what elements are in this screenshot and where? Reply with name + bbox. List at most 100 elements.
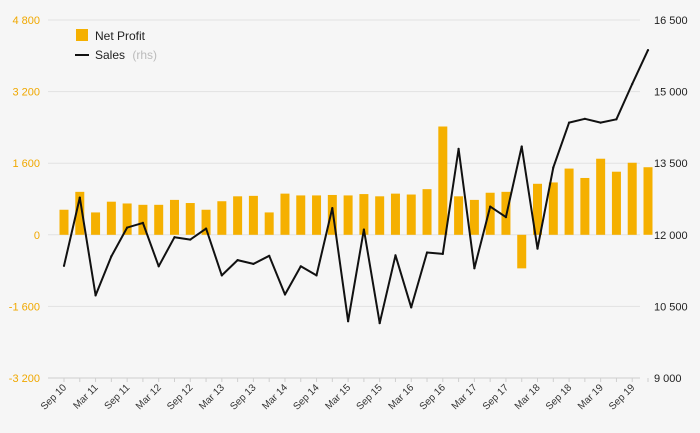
net-profit-bar [169, 199, 179, 235]
sales-point [173, 236, 176, 239]
net-profit-bar [343, 195, 353, 235]
legend-sales-text: Sales (rhs) [95, 48, 157, 62]
net-profit-bar [201, 209, 211, 235]
sales-point [631, 82, 634, 86]
sales-point [489, 205, 492, 208]
left-axis-tick-label: -1 600 [9, 301, 40, 313]
sales-point [552, 166, 555, 169]
right-axis: 16 500 15 000 13 500 12 000 10 500 9 000 [654, 15, 688, 385]
legend: Net Profit Sales (rhs) [75, 29, 157, 62]
net-profit-bar [264, 212, 274, 235]
sales-point [110, 255, 113, 258]
sales-point [410, 306, 413, 309]
x-axis-tick-label: Sep 14 [291, 382, 321, 412]
net-profit-bar [59, 209, 69, 235]
sales-point [126, 226, 129, 229]
x-axis-tick-label: Sep 13 [228, 382, 258, 412]
net-profit-bar [138, 204, 148, 235]
net-profit-bar [296, 195, 306, 235]
net-profit-bar [611, 171, 621, 235]
sales-line-layer [62, 48, 650, 325]
sales-point [78, 196, 81, 199]
x-axis-tick-label: Sep 16 [418, 382, 448, 412]
sales-point [220, 274, 223, 277]
legend-net-profit-swatch [76, 29, 88, 41]
net-profit-bar [75, 191, 85, 235]
net-profit-bar [469, 199, 479, 235]
net-profit-bar [91, 212, 101, 235]
sales-point [62, 264, 66, 267]
right-axis-tick-label: 16 500 [654, 15, 688, 27]
net-profit-bar [454, 196, 464, 235]
right-axis-tick-label: 15 000 [654, 87, 688, 99]
x-axis-tick-label: Mar 16 [387, 382, 417, 412]
x-axis-tick-label: Mar 19 [576, 382, 606, 412]
net-profit-bar [217, 201, 227, 235]
right-axis-tick-label: 13 500 [654, 158, 688, 170]
net-profit-bar [185, 203, 195, 235]
net-profit-bar [596, 158, 606, 235]
x-axis-tick-label: Sep 11 [103, 382, 133, 412]
sales-point [141, 221, 145, 224]
net-profit-bar [517, 234, 527, 269]
sales-point [236, 258, 239, 262]
sales-point [425, 251, 429, 254]
sales-point [157, 265, 160, 268]
sales-point [441, 252, 444, 255]
net-profit-bar [122, 203, 132, 235]
x-axis: Sep 10 Mar 11 Sep 11 Mar 12 Sep 12 Mar 13 Sep … [39, 377, 649, 413]
net-profit-bar [280, 193, 290, 235]
net-profit-bars [59, 126, 653, 269]
net-profit-bar [643, 167, 653, 235]
net-profit-bar [359, 194, 369, 235]
sales-point [567, 121, 571, 124]
x-axis-tick-label: Mar 13 [197, 382, 227, 412]
x-axis-tick-label: Sep 19 [607, 382, 637, 412]
sales-point [347, 320, 350, 323]
net-profit-bar [106, 201, 116, 235]
sales-point [457, 147, 460, 150]
right-axis-tick-label: 10 500 [654, 301, 688, 313]
net-profit-bar [533, 183, 543, 235]
sales-point [378, 322, 381, 325]
sales-point [473, 267, 476, 270]
sales-point [189, 238, 192, 241]
net-profit-bar [312, 195, 322, 235]
x-axis-tick-label: Sep 12 [165, 382, 195, 412]
left-axis: 4 800 3 200 1 600 0 -1 600 -3 200 [9, 15, 40, 385]
left-axis-tick-label: -3 200 [9, 373, 40, 385]
sales-point [94, 294, 97, 297]
net-profit-bar [627, 162, 637, 235]
x-axis-tick-label: Mar 18 [513, 382, 543, 412]
legend-sales-suffix: (rhs) [132, 48, 157, 62]
x-axis-tick-label: Sep 18 [544, 382, 574, 412]
x-axis-tick-label: Mar 12 [134, 382, 164, 412]
sales-point [599, 121, 602, 124]
left-axis-tick-label: 3 200 [12, 87, 40, 99]
sales-point [536, 247, 539, 250]
sales-line [63, 49, 649, 325]
right-axis-tick-label: 9 000 [654, 373, 682, 385]
net-profit-bar [564, 168, 574, 235]
net-profit-bar [548, 182, 558, 235]
x-axis-tick-label: Mar 14 [260, 382, 290, 412]
sales-point [252, 262, 255, 266]
sales-point [615, 118, 618, 121]
sales-point [268, 254, 271, 257]
left-axis-tick-label: 4 800 [12, 15, 40, 27]
x-axis-tick-label: Sep 17 [481, 382, 511, 412]
sales-point [331, 206, 334, 210]
left-axis-tick-label: 1 600 [12, 158, 40, 170]
x-axis-tick-label: Mar 11 [71, 382, 101, 412]
net-profit-bar [422, 189, 432, 235]
x-axis-tick-label: Mar 15 [323, 382, 353, 412]
sales-point [362, 228, 365, 231]
net-profit-bar [438, 126, 448, 235]
sales-point [283, 293, 287, 296]
net-profit-bar [406, 194, 416, 235]
legend-sales-label: Sales [95, 48, 125, 62]
x-axis-tick-label: Sep 10 [39, 382, 69, 412]
net-profit-bar [154, 204, 164, 235]
